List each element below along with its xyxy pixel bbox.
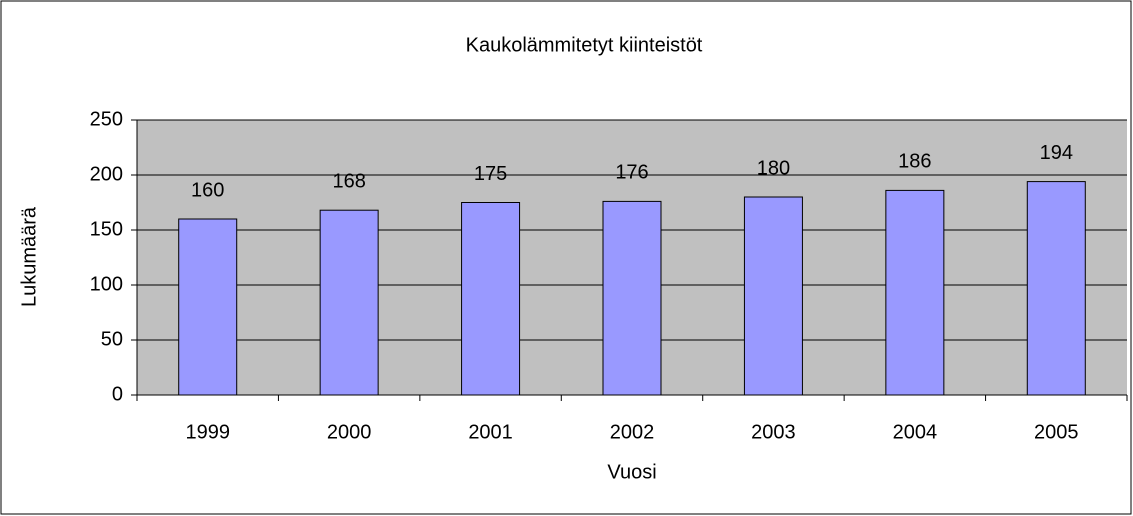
bar xyxy=(743,196,803,396)
x-tick-label: 2003 xyxy=(751,421,796,443)
chart-title: Kaukolämmitetyt kiinteistöt xyxy=(466,34,703,56)
y-tick-label: 200 xyxy=(90,163,123,185)
data-label: 176 xyxy=(615,162,648,184)
y-axis-label: Lukumäärä xyxy=(18,206,40,307)
x-tick-label: 2000 xyxy=(327,421,372,443)
bar xyxy=(319,209,379,396)
x-tick-label: 2001 xyxy=(468,421,513,443)
data-label: 160 xyxy=(191,179,224,201)
data-label: 194 xyxy=(1040,142,1073,164)
bar xyxy=(461,202,521,396)
bar xyxy=(885,189,945,396)
data-label: 180 xyxy=(757,157,790,179)
y-tick-label: 150 xyxy=(90,218,123,240)
x-tick-label: 2004 xyxy=(893,421,938,443)
x-axis-label: Vuosi xyxy=(607,461,656,483)
x-tick-label: 2005 xyxy=(1034,421,1079,443)
data-label: 186 xyxy=(898,151,931,173)
y-tick-label: 250 xyxy=(90,108,123,130)
y-tick-label: 50 xyxy=(101,328,123,350)
y-tick-label: 100 xyxy=(90,273,123,295)
y-tick-label: 0 xyxy=(112,383,123,405)
bar xyxy=(178,218,238,396)
x-tick-label: 1999 xyxy=(185,421,230,443)
data-label: 168 xyxy=(332,170,365,192)
bar xyxy=(602,200,662,396)
bar xyxy=(1026,181,1086,396)
data-label: 175 xyxy=(474,163,507,185)
x-tick-label: 2002 xyxy=(610,421,655,443)
